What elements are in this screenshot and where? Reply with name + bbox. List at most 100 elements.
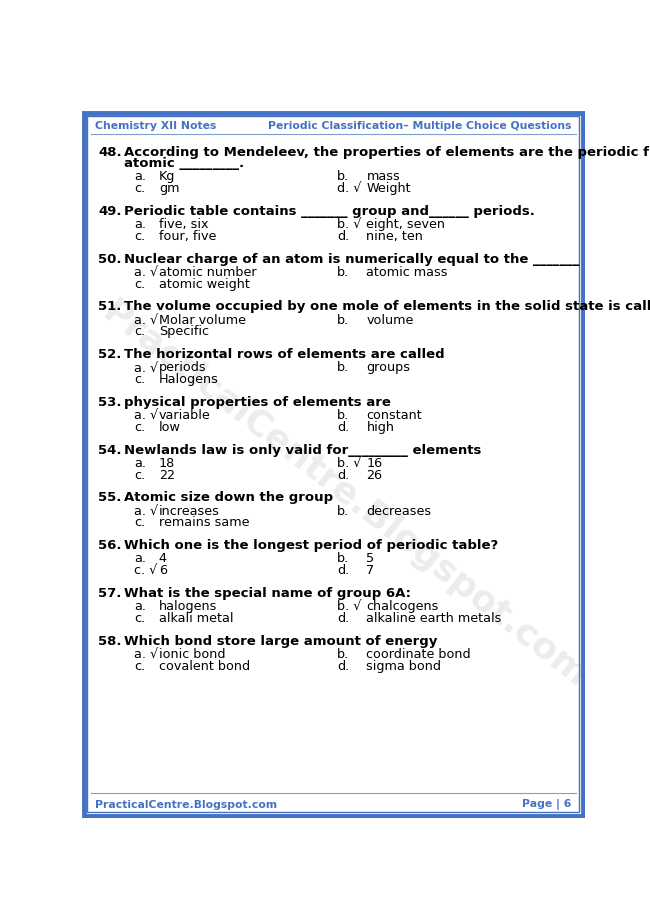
Text: variable: variable: [159, 409, 211, 422]
Text: 55.: 55.: [98, 492, 122, 505]
Text: 48.: 48.: [98, 146, 122, 159]
Text: 56.: 56.: [98, 539, 122, 552]
Text: a.: a.: [134, 600, 146, 613]
Text: four, five: four, five: [159, 230, 216, 243]
Text: PracticalCentre.Blogspot.com: PracticalCentre.Blogspot.com: [95, 800, 278, 810]
Text: The horizontal rows of elements are called: The horizontal rows of elements are call…: [124, 348, 445, 361]
Text: b. √: b. √: [337, 457, 361, 470]
Text: d.: d.: [337, 564, 349, 577]
Text: c.: c.: [134, 373, 145, 386]
Text: 22: 22: [159, 469, 175, 482]
Text: Periodic Classification– Multiple Choice Questions: Periodic Classification– Multiple Choice…: [268, 121, 571, 131]
Text: Halogens: Halogens: [159, 373, 218, 386]
Text: According to Mendeleev, the properties of elements are the periodic function of : According to Mendeleev, the properties o…: [124, 146, 650, 159]
Text: halogens: halogens: [159, 600, 217, 613]
Text: 51.: 51.: [98, 301, 122, 313]
Text: d.: d.: [337, 230, 349, 243]
Text: Kg: Kg: [159, 170, 175, 183]
Text: groups: groups: [367, 361, 410, 374]
Text: c.: c.: [134, 421, 145, 434]
Text: b.: b.: [337, 505, 349, 517]
Text: high: high: [367, 421, 395, 434]
Text: a. √: a. √: [134, 409, 158, 422]
Text: c.: c.: [134, 325, 145, 338]
Text: sigma bond: sigma bond: [367, 660, 441, 673]
Text: c.: c.: [134, 516, 145, 529]
Text: What is the special name of group 6A:: What is the special name of group 6A:: [124, 587, 411, 600]
Text: Molar volume: Molar volume: [159, 313, 246, 326]
Text: Specific: Specific: [159, 325, 209, 338]
Text: remains same: remains same: [159, 516, 249, 529]
Text: covalent bond: covalent bond: [159, 660, 250, 673]
Text: b.: b.: [337, 409, 349, 422]
Text: a.: a.: [134, 170, 146, 183]
Text: nine, ten: nine, ten: [367, 230, 423, 243]
Text: alkaline earth metals: alkaline earth metals: [367, 612, 502, 625]
Text: b.: b.: [337, 170, 349, 183]
Text: Atomic size down the group: Atomic size down the group: [124, 492, 333, 505]
Text: 54.: 54.: [98, 444, 122, 457]
Text: Nuclear charge of an atom is numerically equal to the _______: Nuclear charge of an atom is numerically…: [124, 253, 579, 266]
Text: The volume occupied by one mole of elements in the solid state is called?: The volume occupied by one mole of eleme…: [124, 301, 650, 313]
Text: Weight: Weight: [367, 182, 411, 195]
Text: a.: a.: [134, 552, 146, 565]
Text: a. √: a. √: [134, 361, 158, 374]
Text: 58.: 58.: [98, 635, 122, 648]
Text: c.: c.: [134, 660, 145, 673]
Text: atomic weight: atomic weight: [159, 278, 250, 290]
Text: 6: 6: [159, 564, 167, 577]
Text: gm: gm: [159, 182, 179, 195]
Text: 49.: 49.: [98, 205, 122, 218]
Text: a. √: a. √: [134, 505, 158, 517]
Text: 50.: 50.: [98, 253, 122, 266]
Text: coordinate bond: coordinate bond: [367, 648, 471, 661]
Text: Which bond store large amount of energy: Which bond store large amount of energy: [124, 635, 437, 648]
Text: d.: d.: [337, 421, 349, 434]
Text: atomic mass: atomic mass: [367, 266, 448, 278]
Text: PracticalCentre.Blogspot.com: PracticalCentre.Blogspot.com: [96, 296, 593, 695]
Text: d.: d.: [337, 612, 349, 625]
Text: alkali metal: alkali metal: [159, 612, 233, 625]
Text: b. √: b. √: [337, 600, 361, 613]
Text: 7: 7: [367, 564, 374, 577]
Text: 4: 4: [159, 552, 167, 565]
Text: a. √: a. √: [134, 648, 158, 661]
Text: volume: volume: [367, 313, 414, 326]
Text: low: low: [159, 421, 181, 434]
Text: 57.: 57.: [98, 587, 122, 600]
Text: d.: d.: [337, 469, 349, 482]
Text: five, six: five, six: [159, 218, 208, 231]
Text: Page | 6: Page | 6: [522, 800, 571, 811]
Text: b.: b.: [337, 552, 349, 565]
Text: c.: c.: [134, 278, 145, 290]
Text: c.: c.: [134, 230, 145, 243]
Text: chalcogens: chalcogens: [367, 600, 439, 613]
Text: periods: periods: [159, 361, 207, 374]
Text: 53.: 53.: [98, 396, 122, 409]
Text: Chemistry XII Notes: Chemistry XII Notes: [95, 121, 216, 131]
Text: c.: c.: [134, 612, 145, 625]
Text: eight, seven: eight, seven: [367, 218, 445, 231]
Text: b.: b.: [337, 361, 349, 374]
Text: ionic bond: ionic bond: [159, 648, 226, 661]
Text: Which one is the longest period of periodic table?: Which one is the longest period of perio…: [124, 539, 498, 552]
Text: a.: a.: [134, 218, 146, 231]
Text: atomic number: atomic number: [159, 266, 256, 278]
Text: 26: 26: [367, 469, 382, 482]
Text: d. √: d. √: [337, 182, 361, 195]
Text: Periodic table contains _______ group and______ periods.: Periodic table contains _______ group an…: [124, 205, 535, 218]
Text: c. √: c. √: [134, 564, 157, 577]
Text: 16: 16: [367, 457, 383, 470]
Text: d.: d.: [337, 660, 349, 673]
Text: c.: c.: [134, 182, 145, 195]
Text: 5: 5: [367, 552, 374, 565]
Text: a. √: a. √: [134, 313, 158, 326]
Text: b. √: b. √: [337, 218, 361, 231]
Text: b.: b.: [337, 266, 349, 278]
Text: physical properties of elements are: physical properties of elements are: [124, 396, 391, 409]
Text: b.: b.: [337, 313, 349, 326]
Text: increases: increases: [159, 505, 220, 517]
Text: atomic _________.: atomic _________.: [124, 157, 244, 170]
Text: c.: c.: [134, 469, 145, 482]
Text: decreases: decreases: [367, 505, 432, 517]
